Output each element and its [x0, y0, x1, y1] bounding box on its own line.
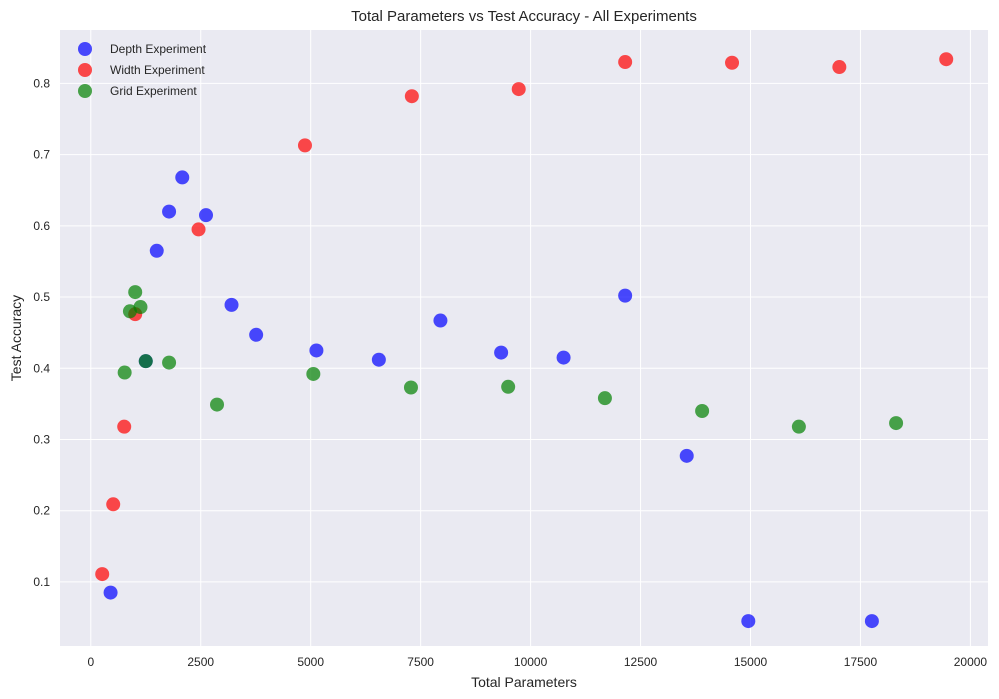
x-tick-labels: 0 2500 5000 7500 10000 12500 15000 17500 20000: [87, 655, 987, 669]
width-experiment-point: [832, 60, 847, 75]
x-axis-label: Total Parameters: [471, 674, 577, 690]
width-experiment-point: [117, 419, 132, 434]
width-experiment-point: [511, 82, 526, 97]
grid-lines: [60, 30, 988, 646]
x-tick-label: 7500: [407, 655, 434, 669]
depth-experiment-point: [103, 585, 118, 600]
depth-experiment-point: [864, 614, 879, 629]
legend-marker: [78, 84, 92, 98]
grid-experiment-point: [403, 380, 418, 395]
grid-experiment-point: [128, 285, 143, 300]
depth-experiment-point: [433, 313, 448, 328]
grid-experiment-point: [791, 419, 806, 434]
depth-experiment-point: [149, 243, 164, 258]
width-experiment-point: [191, 222, 206, 237]
depth-experiment-point: [249, 327, 264, 342]
x-tick-label: 0: [87, 655, 94, 669]
y-tick-label: 0.6: [33, 219, 50, 233]
x-tick-label: 5000: [297, 655, 324, 669]
grid-experiment-point: [117, 365, 132, 380]
x-tick-label: 2500: [187, 655, 214, 669]
width-experiment-point: [618, 55, 633, 70]
grid-experiment-point: [501, 379, 516, 394]
depth-experiment-point: [224, 297, 239, 312]
grid-experiment-point: [210, 397, 225, 412]
grid-experiment-point: [133, 300, 148, 315]
grid-experiment-point: [162, 355, 177, 370]
grid-experiment-point: [695, 403, 710, 418]
x-tick-label: 10000: [514, 655, 548, 669]
legend: Depth Experiment Width Experiment Grid Exp…: [78, 42, 207, 98]
y-tick-label: 0.5: [33, 290, 50, 304]
legend-marker: [78, 63, 92, 77]
width-experiment-point: [106, 497, 121, 512]
grid-experiment-point: [122, 304, 137, 319]
depth-experiment-point: [494, 345, 509, 360]
x-tick-label: 17500: [844, 655, 878, 669]
y-tick-label: 0.2: [33, 504, 50, 518]
depth-experiment-point: [199, 208, 214, 223]
depth-experiment-point: [556, 350, 571, 365]
width-experiment-point: [297, 138, 312, 153]
legend-label: Depth Experiment: [110, 42, 207, 56]
chart-title: Total Parameters vs Test Accuracy - All …: [351, 8, 697, 25]
grid-experiment-point: [597, 391, 612, 406]
width-experiment-point: [725, 55, 740, 70]
grid-experiment-point: [138, 354, 153, 369]
legend-marker: [78, 42, 92, 56]
legend-label: Width Experiment: [110, 63, 205, 77]
y-tick-label: 0.7: [33, 148, 50, 162]
width-experiment-point: [404, 89, 419, 104]
depth-experiment-point: [175, 170, 190, 185]
depth-experiment-point: [679, 448, 694, 463]
data-points: [95, 52, 954, 629]
depth-experiment-point: [309, 343, 324, 358]
width-experiment-point: [939, 52, 954, 67]
y-tick-labels: 0.1 0.2 0.3 0.4 0.5 0.6 0.7 0.8: [33, 76, 50, 588]
depth-experiment-point: [618, 288, 633, 303]
legend-label: Grid Experiment: [110, 84, 197, 98]
grid-experiment-point: [306, 366, 321, 381]
depth-experiment-point: [162, 204, 177, 219]
depth-experiment-point: [741, 614, 756, 629]
plot-background: [60, 30, 988, 646]
y-tick-label: 0.4: [33, 361, 50, 375]
grid-experiment-point: [889, 416, 904, 431]
depth-experiment-point: [371, 352, 386, 367]
width-experiment-point: [95, 567, 110, 582]
y-tick-label: 0.3: [33, 432, 50, 446]
x-tick-label: 12500: [624, 655, 658, 669]
y-axis-label: Test Accuracy: [8, 295, 24, 381]
x-tick-label: 15000: [734, 655, 768, 669]
y-tick-label: 0.1: [33, 575, 50, 589]
x-tick-label: 20000: [954, 655, 988, 669]
y-tick-label: 0.8: [33, 76, 50, 90]
